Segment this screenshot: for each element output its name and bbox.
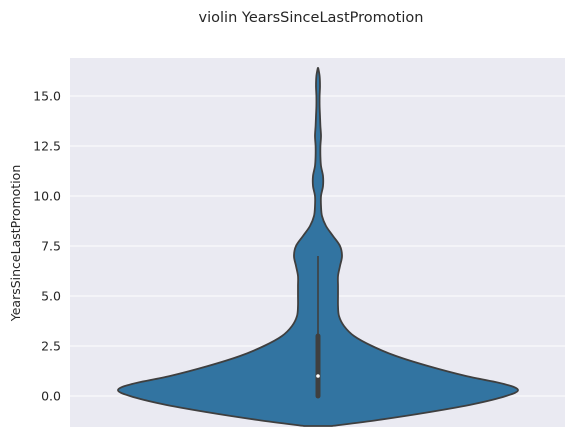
y-tick-label: 15.0 <box>33 89 61 104</box>
y-tick-label: 5.0 <box>41 289 61 304</box>
chart-title: violin YearsSinceLastPromotion <box>199 10 424 26</box>
violin-body <box>117 67 519 427</box>
y-axis-ticks: 0.0 2.5 5.0 7.5 10.0 12.5 15.0 <box>33 89 61 404</box>
violin-layer <box>117 67 519 427</box>
y-axis-label: YearsSinceLastPromotion <box>8 165 23 323</box>
y-tick-label: 12.5 <box>33 139 61 154</box>
y-tick-label: 0.0 <box>41 389 61 404</box>
y-tick-label: 2.5 <box>41 339 61 354</box>
box-layer <box>315 256 321 399</box>
median-marker <box>316 374 320 378</box>
y-tick-label: 7.5 <box>41 239 61 254</box>
y-tick-label: 10.0 <box>33 189 61 204</box>
